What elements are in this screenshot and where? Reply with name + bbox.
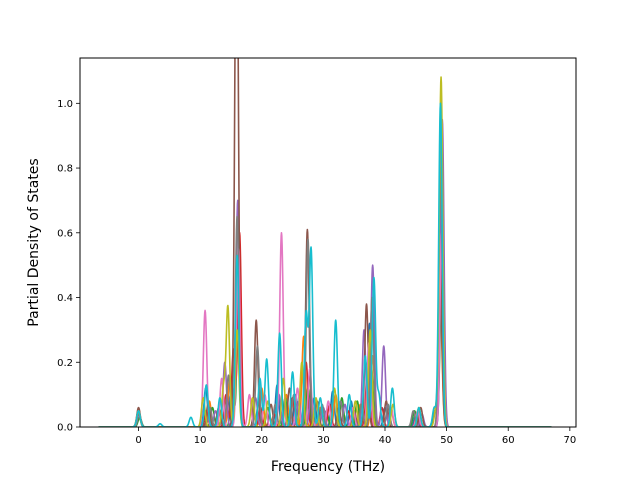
x-tick-label: 30 [317, 435, 330, 446]
series-line-10 [97, 102, 552, 427]
y-axis-ticks: 0.0 0.2 0.4 0.6 0.8 1.0 [57, 99, 80, 434]
plot-lines [97, 58, 552, 427]
plot-frame [79, 57, 577, 428]
y-tick-label: 0.6 [57, 228, 73, 239]
y-axis-label: Partial Density of States [26, 158, 42, 326]
y-tick-label: 1.0 [57, 99, 73, 110]
y-tick-label: 0.8 [57, 164, 73, 175]
x-tick-label: 40 [379, 435, 392, 446]
x-tick-label: 50 [440, 435, 453, 446]
y-tick-label: 0.2 [57, 358, 73, 369]
x-axis-label: Frequency (THz) [271, 459, 385, 475]
x-tick-label: 60 [502, 435, 515, 446]
series-line-8 [97, 167, 552, 427]
y-tick-label: 0.0 [57, 423, 73, 434]
x-tick-label: 10 [194, 435, 207, 446]
x-tick-label: 0 [135, 435, 141, 446]
x-tick-label: 20 [255, 435, 268, 446]
x-tick-label: 70 [563, 435, 576, 446]
series-line-5 [97, 118, 552, 427]
x-axis-ticks: 0 10 20 30 40 50 60 70 [135, 427, 576, 446]
y-tick-label: 0.4 [57, 293, 73, 304]
